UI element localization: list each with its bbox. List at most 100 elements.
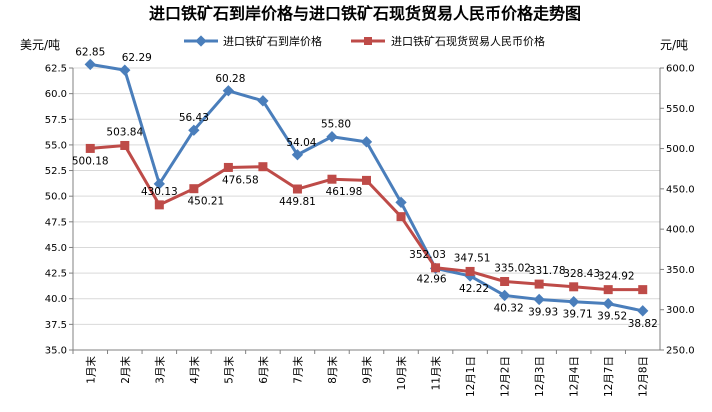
data-point xyxy=(327,174,337,184)
plot-area: 35.0 37.5 40.0 42.5 45.0 47.5 50.0 52.5 55.0 57.5… xyxy=(45,46,695,397)
data-label: 39.93 xyxy=(528,306,558,318)
data-point xyxy=(362,175,371,185)
data-point xyxy=(395,196,407,208)
data-point xyxy=(223,162,233,172)
legend: 进口铁矿石到岸价格 进口铁矿石现货贸易人民币价格 xyxy=(184,34,545,48)
data-point xyxy=(602,297,614,310)
data-label: 476.58 xyxy=(222,174,259,186)
data-label: 38.82 xyxy=(628,318,658,330)
data-label: 500.18 xyxy=(72,155,109,167)
data-point xyxy=(119,64,131,76)
x-category-label: 4月末 xyxy=(188,356,201,384)
data-label: 42.96 xyxy=(417,273,447,285)
data-label: 461.98 xyxy=(326,186,363,198)
data-label: 331.78 xyxy=(529,265,566,277)
left-tick-label: 55.0 xyxy=(45,140,67,151)
left-tick-label: 45.0 xyxy=(45,243,67,254)
left-tick-label: 50.0 xyxy=(45,192,67,203)
right-tick-label: 400.0 xyxy=(666,225,695,236)
data-point xyxy=(258,162,268,172)
left-tick-label: 37.5 xyxy=(45,320,67,331)
right-tick-label: 550.0 xyxy=(666,104,695,115)
legend-label-cif: 进口铁矿石到岸价格 xyxy=(223,34,322,48)
data-label: 324.92 xyxy=(598,271,635,283)
data-label: 450.21 xyxy=(187,196,224,208)
data-label: 54.04 xyxy=(286,137,316,149)
data-label: 39.71 xyxy=(563,309,593,321)
left-tick-label: 57.5 xyxy=(45,115,67,126)
x-category-label: 12月1日 xyxy=(465,356,477,397)
x-category-label: 10月末 xyxy=(395,356,408,391)
right-axis-unit: 元/吨 xyxy=(660,38,688,52)
data-label: 328.43 xyxy=(563,268,600,280)
left-tick-label: 40.0 xyxy=(45,294,67,305)
x-category-label: 12月8日 xyxy=(638,356,650,397)
data-label: 60.28 xyxy=(215,73,245,85)
x-category-label: 1月末 xyxy=(84,356,97,384)
right-tick-label: 450.0 xyxy=(666,184,695,195)
x-category-label: 7月末 xyxy=(291,356,304,384)
left-tick-label: 62.5 xyxy=(45,64,67,75)
left-tick-label: 60.0 xyxy=(45,89,67,100)
data-point xyxy=(189,184,199,194)
data-point xyxy=(292,184,302,194)
data-label: 62.85 xyxy=(75,46,105,58)
x-category-label: 2月末 xyxy=(119,356,132,384)
data-label: 40.32 xyxy=(494,302,524,314)
x-category-label: 12月2日 xyxy=(500,356,512,397)
data-label: 449.81 xyxy=(279,196,316,208)
data-point xyxy=(465,266,475,276)
left-axis-unit: 美元/吨 xyxy=(20,38,60,52)
data-label: 430.13 xyxy=(141,186,178,198)
data-point xyxy=(120,140,130,150)
right-tick-label: 500.0 xyxy=(666,144,695,155)
data-point xyxy=(568,296,580,308)
data-point xyxy=(498,289,511,302)
data-point xyxy=(569,282,579,292)
data-point xyxy=(533,293,545,306)
data-point xyxy=(638,285,648,295)
left-tick-label: 52.5 xyxy=(45,166,67,177)
legend-marker-rmb xyxy=(364,37,372,45)
data-point xyxy=(534,279,544,289)
data-point xyxy=(84,58,96,71)
data-point xyxy=(154,200,164,210)
x-category-label: 6月末 xyxy=(257,356,270,384)
data-point xyxy=(360,136,373,148)
data-label: 347.51 xyxy=(454,252,491,264)
data-point xyxy=(396,212,406,222)
x-category-label: 12月7日 xyxy=(603,356,615,397)
data-point xyxy=(85,143,95,153)
x-category-label: 12月4日 xyxy=(569,356,581,397)
x-category-label: 3月末 xyxy=(153,356,166,384)
right-tick-label: 250.0 xyxy=(666,346,695,357)
data-label: 55.80 xyxy=(321,119,351,131)
chart-title: 进口铁矿石到岸价格与进口铁矿石现货贸易人民币价格走势图 xyxy=(149,4,581,23)
x-category-label: 11月末 xyxy=(430,356,443,391)
x-category-label: 9月末 xyxy=(361,356,374,384)
data-label: 503.84 xyxy=(106,126,143,138)
data-label: 56.43 xyxy=(179,112,209,124)
right-tick-label: 350.0 xyxy=(666,265,695,276)
data-point xyxy=(603,285,613,295)
right-tick-label: 300.0 xyxy=(666,305,695,316)
x-category-label: 12月3日 xyxy=(534,356,546,397)
x-category-label: 5月末 xyxy=(222,356,235,384)
left-tick-label: 47.5 xyxy=(45,217,67,228)
right-tick-label: 600.0 xyxy=(666,64,695,75)
legend-label-rmb: 进口铁矿石现货贸易人民币价格 xyxy=(391,34,545,48)
data-label: 39.52 xyxy=(597,311,627,323)
data-point xyxy=(326,131,338,143)
data-point xyxy=(637,305,649,317)
left-tick-label: 35.0 xyxy=(45,346,67,357)
data-point xyxy=(153,178,165,190)
left-tick-label: 42.5 xyxy=(45,269,67,280)
legend-marker-cif xyxy=(195,35,207,47)
data-point xyxy=(500,276,510,286)
x-category-label: 8月末 xyxy=(326,356,339,384)
data-label: 335.02 xyxy=(494,262,531,274)
data-label: 352.03 xyxy=(409,249,446,261)
data-point xyxy=(188,124,200,136)
data-point xyxy=(291,149,304,161)
